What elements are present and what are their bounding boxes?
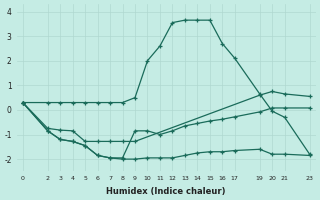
X-axis label: Humidex (Indice chaleur): Humidex (Indice chaleur): [107, 187, 226, 196]
